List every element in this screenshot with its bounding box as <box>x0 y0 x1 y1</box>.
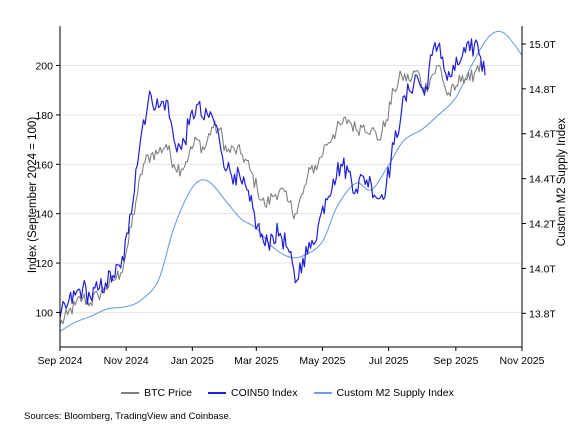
x-tick-label-2025-01-01: Jan 2025 <box>171 355 214 367</box>
legend-label-btc: BTC Price <box>144 387 192 399</box>
y-left-tick-label-140: 140 <box>35 209 53 221</box>
axes: 100 120 140 160 180 200 13.8T 14.0T 14.2T 14.4T 14… <box>35 26 556 367</box>
legend-swatch-coin50 <box>207 392 226 394</box>
y-right-tick-label-13.8T: 13.8T <box>529 308 556 320</box>
y-left-tick-label-160: 160 <box>35 159 53 171</box>
legend-item-btc: BTC Price <box>121 387 192 399</box>
y-right-tick-label-14.6T: 14.6T <box>529 129 556 141</box>
chart-svg: 100 120 140 160 180 200 13.8T 14.0T 14.2T 14.4T 14… <box>27 26 568 367</box>
series-line-btc <box>59 60 486 325</box>
y-left-tick-label-120: 120 <box>35 258 53 270</box>
legend-swatch-btc <box>121 392 140 394</box>
y-axis-right-title: Custom M2 Supply Index <box>556 118 568 247</box>
legend-label-m2: Custom M2 Supply Index <box>336 387 454 399</box>
y-right-tick-label-14.4T: 14.4T <box>529 174 556 186</box>
x-tick-label-2025-03-01: Mar 2025 <box>234 355 279 367</box>
y-left-tick-label-180: 180 <box>35 110 53 122</box>
y-right-tick-label-15.0T: 15.0T <box>529 39 556 51</box>
legend-label-coin50: COIN50 Index <box>230 387 298 399</box>
source-note: Sources: Bloomberg, TradingView and Coin… <box>24 411 232 422</box>
y-right-tick-label-14.2T: 14.2T <box>529 219 556 231</box>
x-tick-label-2024-11-01: Nov 2024 <box>104 355 149 367</box>
series-line-coin50 <box>59 38 486 318</box>
y-axis-left-title: Index (September 2024 = 100) <box>27 117 39 273</box>
legend-item-coin50: COIN50 Index <box>207 387 298 399</box>
series-lines <box>59 30 523 332</box>
x-tick-label-2025-07-01: Jul 2025 <box>369 355 409 367</box>
y-left-tick-label-200: 200 <box>35 61 53 73</box>
x-tick-label-2025-11-01: Nov 2025 <box>500 355 545 367</box>
x-tick-label-2025-05-01: May 2025 <box>299 355 345 367</box>
legend: BTC Price COIN50 Index Custom M2 Supply … <box>0 387 575 399</box>
series-line-m2 <box>59 30 523 332</box>
legend-item-m2: Custom M2 Supply Index <box>313 387 454 399</box>
x-tick-label-2024-09-01: Sep 2024 <box>38 355 83 367</box>
x-tick-label-2025-09-01: Sep 2025 <box>433 355 478 367</box>
y-left-tick-label-100: 100 <box>35 307 53 319</box>
legend-swatch-m2 <box>313 392 332 394</box>
y-right-tick-label-14.8T: 14.8T <box>529 84 556 96</box>
y-right-tick-label-14.0T: 14.0T <box>529 263 556 275</box>
